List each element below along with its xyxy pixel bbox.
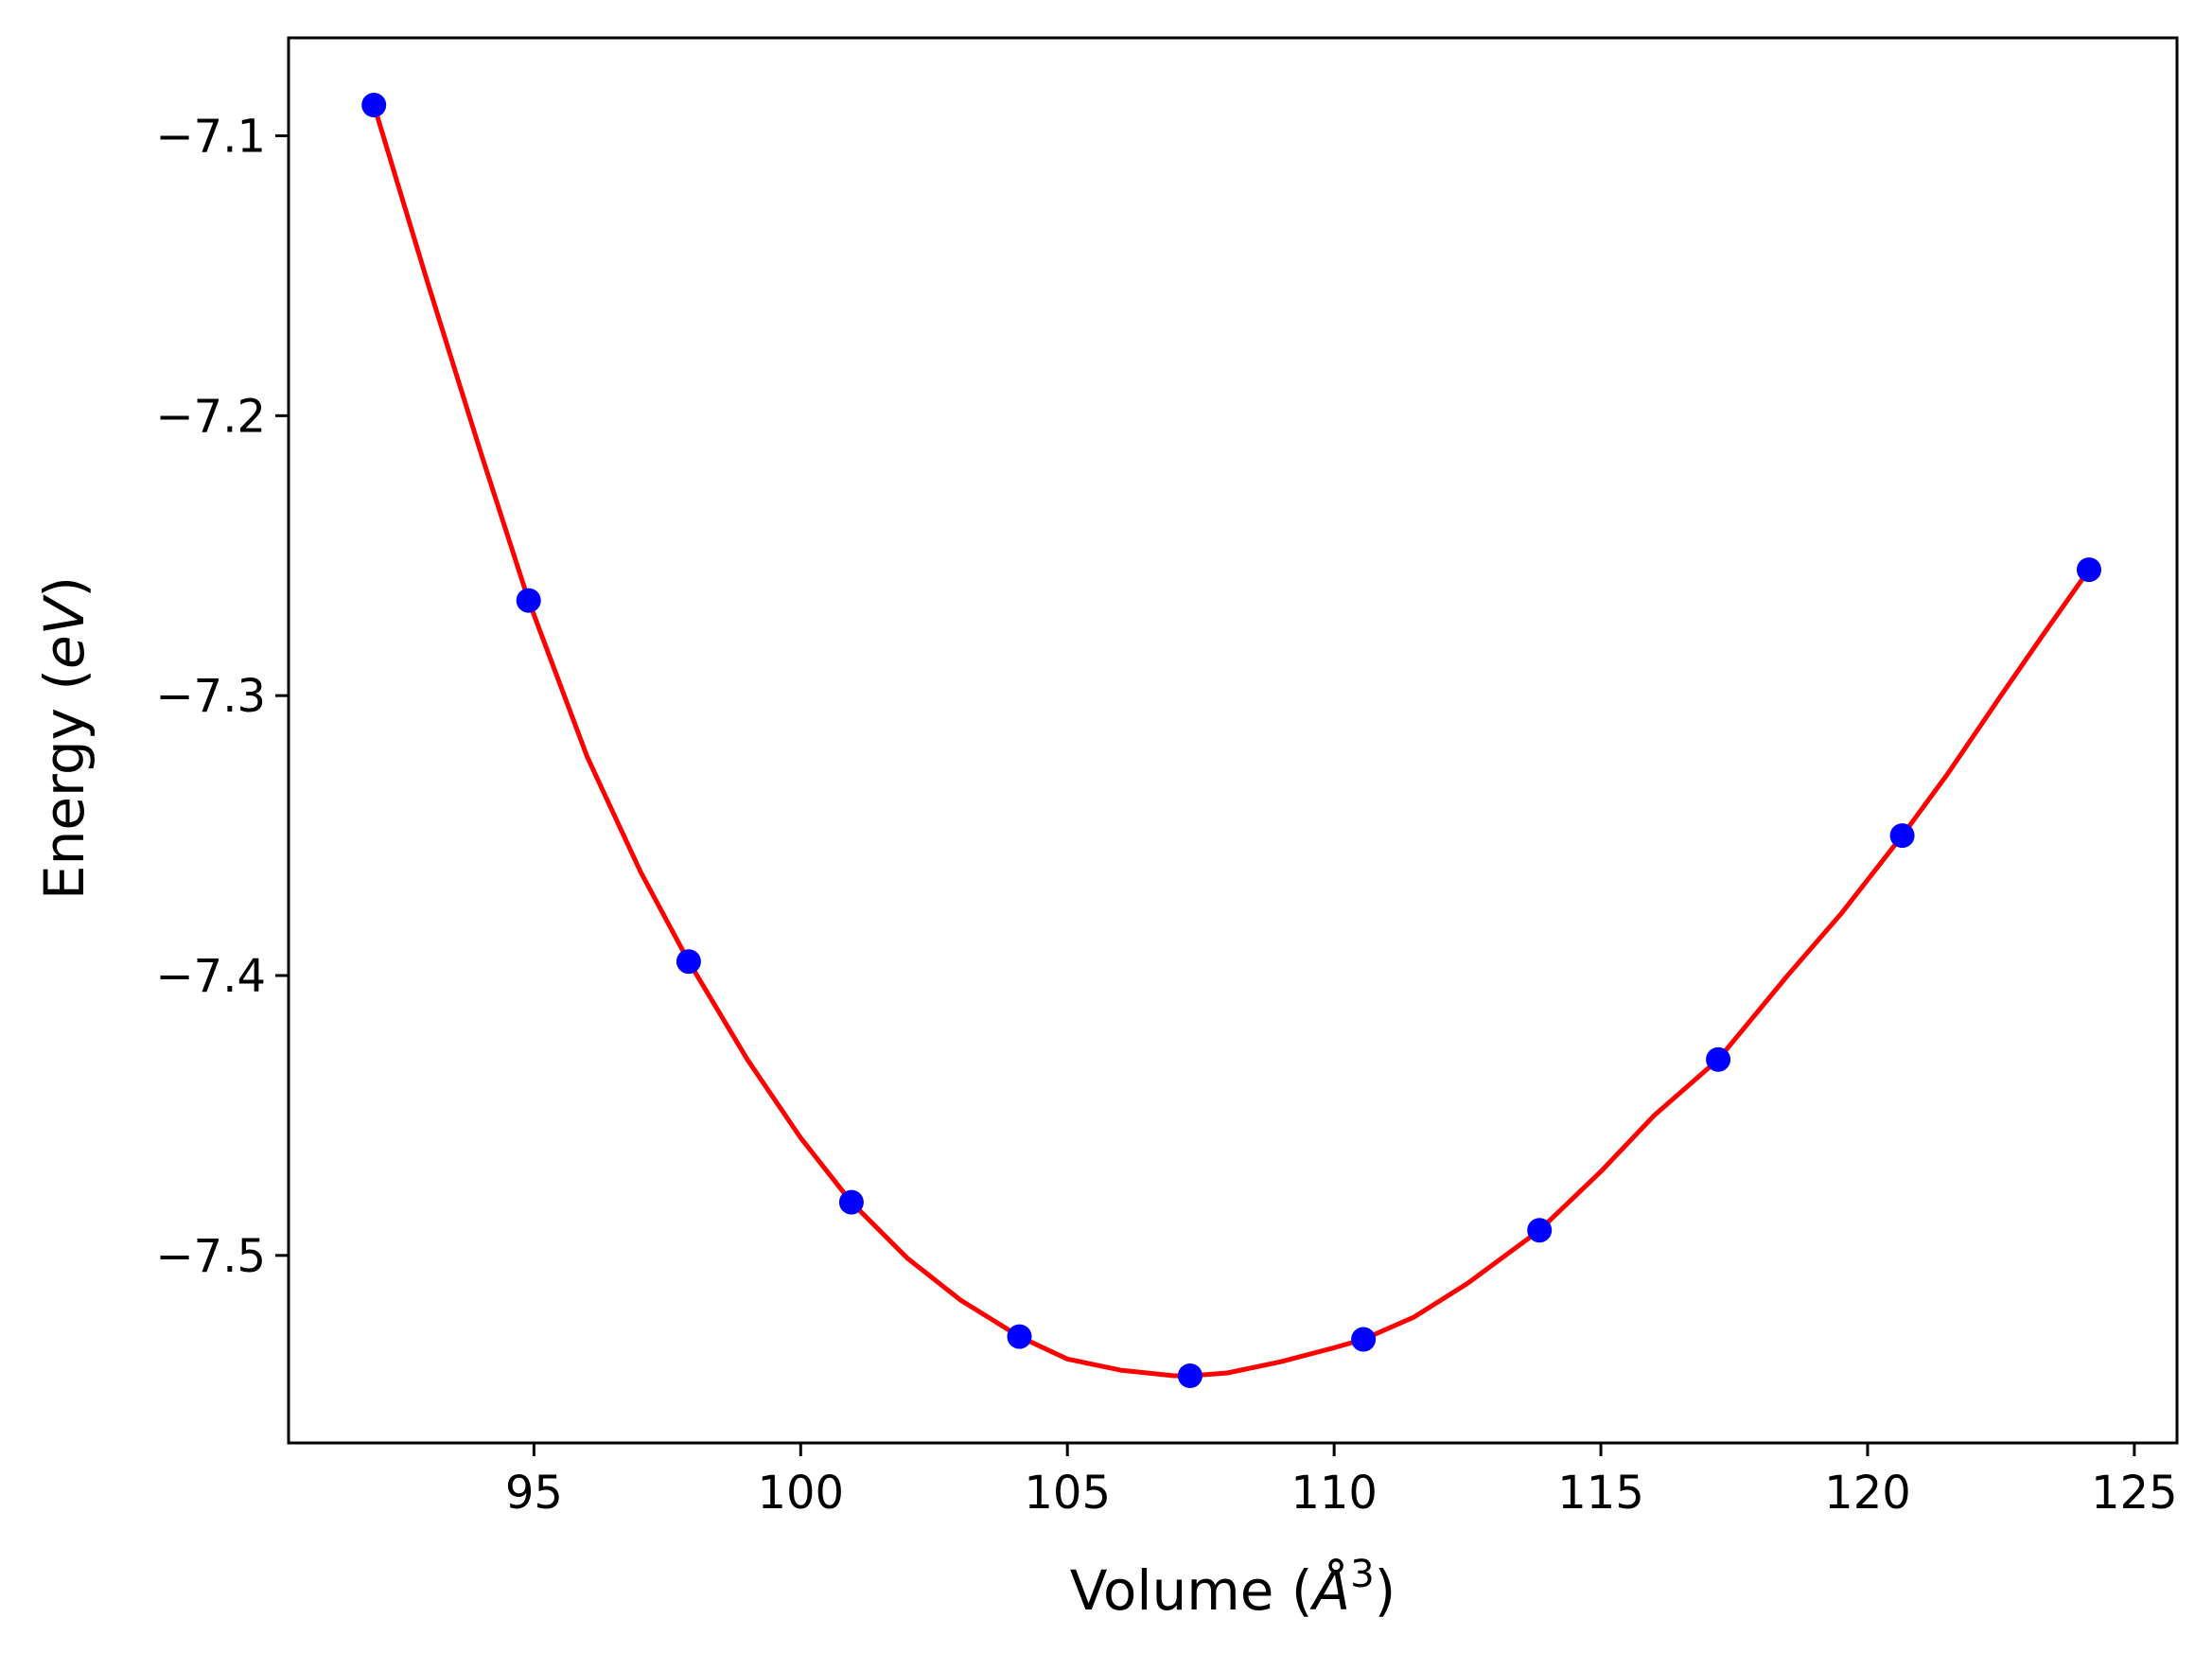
data-point (516, 588, 541, 613)
data-point (361, 93, 387, 117)
x-tick-label: 110 (1290, 1467, 1378, 1520)
plot-frame (287, 36, 2179, 1445)
x-tick-label: 95 (505, 1467, 563, 1520)
data-point (676, 949, 701, 975)
data-point (1889, 823, 1915, 849)
data-points-layer (361, 93, 2101, 1388)
data-point (1527, 1218, 1553, 1243)
y-tick-label: −7.3 (155, 670, 266, 723)
y-tick-label: −7.1 (155, 111, 266, 164)
x-tick-label: 100 (757, 1467, 844, 1520)
data-point (2077, 557, 2101, 583)
y-tick-label: −7.4 (155, 950, 266, 1003)
y-axis-label: Energy (eV) (32, 576, 97, 900)
data-point (1351, 1327, 1377, 1352)
y-tick-label: −7.5 (155, 1230, 266, 1283)
data-point (1177, 1363, 1203, 1388)
x-tick-label: 105 (1024, 1467, 1111, 1520)
x-axis-ticks: 95 100 105 110 115 120 125 (505, 1443, 2178, 1520)
x-tick-label: 120 (1824, 1467, 1911, 1520)
x-tick-label: 115 (1557, 1467, 1644, 1520)
y-axis-ticks: −7.1 −7.2 −7.3 −7.4 −7.5 (155, 111, 289, 1283)
x-axis-label: Volume (Å3) (1070, 1553, 1396, 1623)
data-point (838, 1189, 864, 1215)
data-point (1007, 1324, 1032, 1349)
data-point (1706, 1046, 1731, 1072)
fit-curve-line (371, 102, 2092, 1379)
fit-curve-layer (371, 102, 2092, 1379)
y-tick-label: −7.2 (155, 390, 266, 443)
x-tick-label: 125 (2091, 1467, 2178, 1520)
